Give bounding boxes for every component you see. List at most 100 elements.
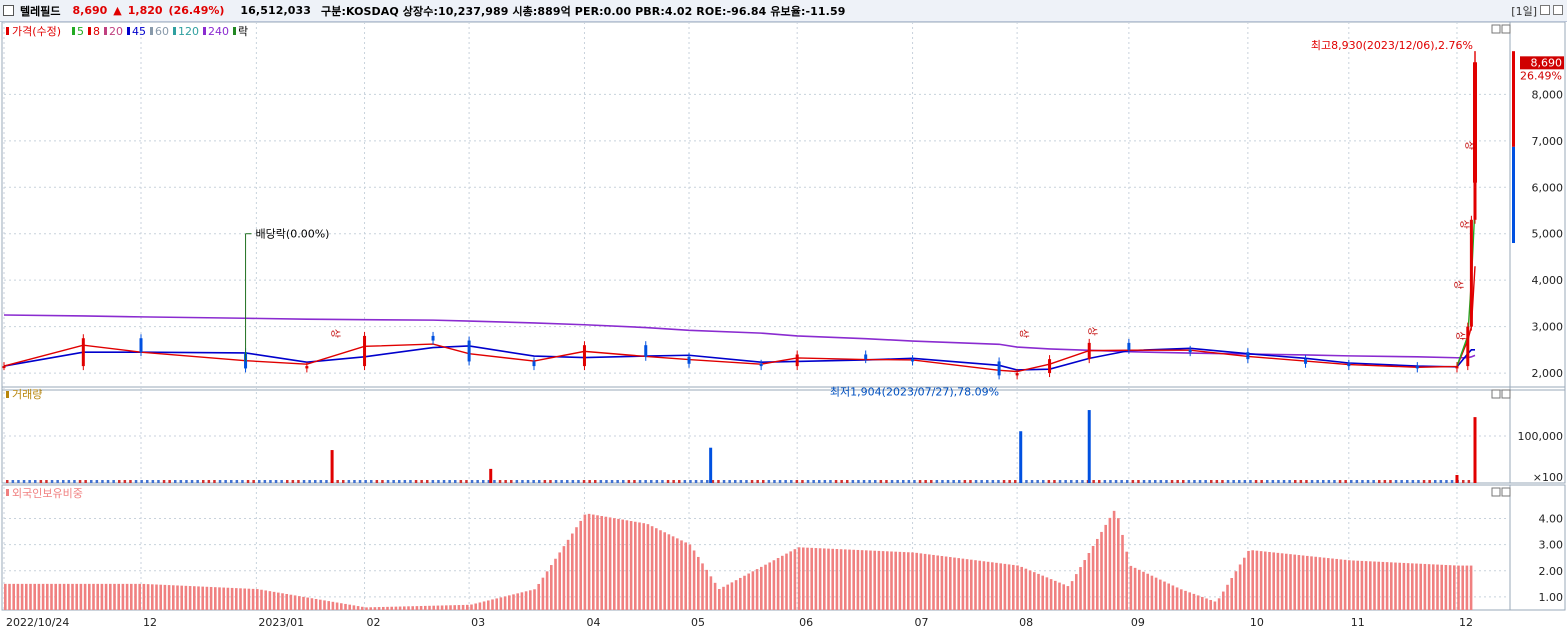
foreign-bar xyxy=(1348,560,1351,610)
volume-bar xyxy=(140,480,143,483)
foreign-bar xyxy=(1465,565,1469,610)
candle-body xyxy=(467,340,471,362)
volume-bar xyxy=(1232,480,1235,483)
close-icon[interactable] xyxy=(1553,5,1563,15)
volume-bar xyxy=(28,480,31,483)
y-tick-label: 6,000 xyxy=(1532,181,1564,194)
foreign-bar xyxy=(453,605,456,610)
volume-bar xyxy=(179,480,183,483)
volume-bar xyxy=(812,480,815,483)
foreign-bar xyxy=(915,552,918,610)
pane-close-icon xyxy=(1501,24,1511,34)
foreign-bar xyxy=(814,548,818,610)
volume-bar xyxy=(1467,480,1471,483)
candle-body xyxy=(1304,359,1308,364)
volume-bar xyxy=(952,480,955,483)
volume-bar xyxy=(801,480,804,483)
volume-bar xyxy=(1260,480,1263,483)
volume-bar xyxy=(398,480,401,483)
foreign-bar xyxy=(726,584,729,610)
foreign-bar xyxy=(902,552,906,610)
volume-bar xyxy=(594,480,597,483)
volume-bar xyxy=(538,480,541,483)
volume-bar xyxy=(616,480,619,483)
low-annotation: 최저1,904(2023/07/27),78.09% xyxy=(830,386,999,399)
foreign-bar xyxy=(730,582,734,610)
volume-bar xyxy=(1294,480,1297,483)
foreign-bar xyxy=(1171,585,1175,610)
foreign-bar xyxy=(604,516,608,610)
volume-bar xyxy=(230,480,233,483)
candle-body xyxy=(1469,219,1473,327)
foreign-bar xyxy=(1226,584,1229,610)
foreign-bar xyxy=(818,548,822,610)
foreign-bar xyxy=(146,584,150,610)
volume-bar xyxy=(330,450,334,483)
current-price: 8,690 xyxy=(72,4,108,17)
foreign-bar xyxy=(776,558,780,610)
volume-bar xyxy=(627,480,631,483)
foreign-bar xyxy=(722,586,725,610)
legend-ma-swatch xyxy=(72,27,75,35)
minimize-icon[interactable] xyxy=(1540,5,1550,15)
volume-bar xyxy=(711,480,715,483)
volume-bar xyxy=(963,480,967,483)
foreign-bar xyxy=(466,604,469,610)
foreign-bar xyxy=(1125,551,1128,610)
volume-bar xyxy=(101,480,104,483)
candle-body xyxy=(431,335,435,341)
volume-bar xyxy=(17,480,20,483)
volume-bar xyxy=(1176,480,1179,483)
foreign-bar xyxy=(214,587,217,610)
volume-bar xyxy=(465,480,468,483)
volume-bar xyxy=(762,480,765,483)
volume-bar xyxy=(106,480,110,483)
foreign-bar xyxy=(201,586,204,610)
foreign-bar xyxy=(1453,565,1456,610)
volume-bar xyxy=(1114,480,1118,483)
volume-bar xyxy=(1383,480,1387,483)
volume-bar xyxy=(974,480,978,483)
foreign-bar xyxy=(260,589,263,610)
candle-body xyxy=(363,335,367,367)
period-selector[interactable]: [1일] xyxy=(1511,4,1537,18)
foreign-bar xyxy=(1024,568,1028,610)
volume-bar xyxy=(218,480,222,483)
foreign-bar xyxy=(1167,583,1170,610)
volume-bar xyxy=(1137,480,1140,483)
foreign-bar xyxy=(755,569,759,610)
volume-bar xyxy=(1254,480,1258,483)
foreign-bar xyxy=(1201,596,1204,610)
foreign-bar xyxy=(503,596,507,610)
legend-ma-swatch xyxy=(173,27,176,35)
foreign-bar xyxy=(1373,561,1376,610)
select-checkbox[interactable] xyxy=(3,5,14,16)
volume-bar xyxy=(1165,480,1168,483)
volume-bar xyxy=(1372,480,1375,483)
foreign-bar xyxy=(516,593,519,610)
foreign-bar xyxy=(524,591,528,610)
foreign-bar xyxy=(923,553,927,610)
foreign-bar xyxy=(436,605,440,610)
foreign-bar xyxy=(1360,560,1364,610)
volume-bar xyxy=(67,480,71,483)
volume-bar xyxy=(280,480,283,483)
volume-bar xyxy=(459,480,463,483)
volume-bar xyxy=(1226,480,1230,483)
volume-bar xyxy=(1042,480,1045,483)
foreign-bar xyxy=(881,551,885,610)
volume-bar xyxy=(532,480,535,483)
foreign-bar xyxy=(982,561,986,610)
volume-bar xyxy=(969,480,972,483)
foreign-bar xyxy=(692,550,696,610)
foreign-bar xyxy=(20,583,24,610)
foreign-bar xyxy=(188,586,192,610)
pane-close-icon xyxy=(1501,389,1511,399)
volume-bar xyxy=(1310,480,1314,483)
volume-bar xyxy=(767,480,771,483)
volume-bar xyxy=(577,480,580,483)
foreign-bar xyxy=(1184,590,1187,610)
foreign-bar xyxy=(1356,560,1359,610)
foreign-bar xyxy=(1436,564,1439,610)
x-tick-label: 03 xyxy=(471,616,485,629)
